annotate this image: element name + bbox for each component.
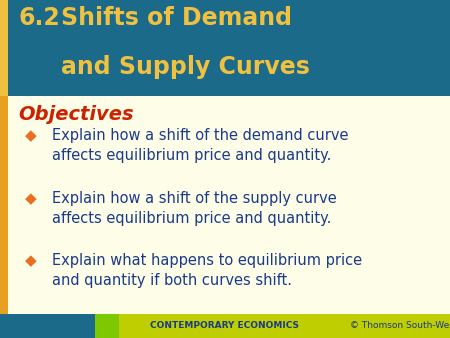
- Bar: [94, 314, 119, 338]
- Text: Objectives: Objectives: [18, 105, 134, 124]
- Text: Explain how a shift of the demand curve
affects equilibrium price and quantity.: Explain how a shift of the demand curve …: [52, 128, 348, 163]
- Text: © Thomson South-Western: © Thomson South-Western: [351, 321, 450, 330]
- Text: 6.2: 6.2: [18, 6, 60, 30]
- Text: ◆: ◆: [25, 128, 36, 143]
- Text: CONTEMPORARY ECONOMICS: CONTEMPORARY ECONOMICS: [150, 321, 300, 330]
- Text: ◆: ◆: [25, 191, 36, 206]
- Text: ◆: ◆: [25, 254, 36, 268]
- Bar: [0, 0, 8, 96]
- Text: Explain how a shift of the supply curve
affects equilibrium price and quantity.: Explain how a shift of the supply curve …: [52, 191, 337, 226]
- Bar: [0, 96, 8, 314]
- Text: Shifts of Demand: Shifts of Demand: [61, 6, 292, 30]
- Bar: [0, 314, 94, 338]
- Text: Explain what happens to equilibrium price
and quantity if both curves shift.: Explain what happens to equilibrium pric…: [52, 254, 362, 288]
- Text: and Supply Curves: and Supply Curves: [61, 55, 310, 79]
- Bar: [0, 0, 450, 96]
- Bar: [0, 314, 450, 338]
